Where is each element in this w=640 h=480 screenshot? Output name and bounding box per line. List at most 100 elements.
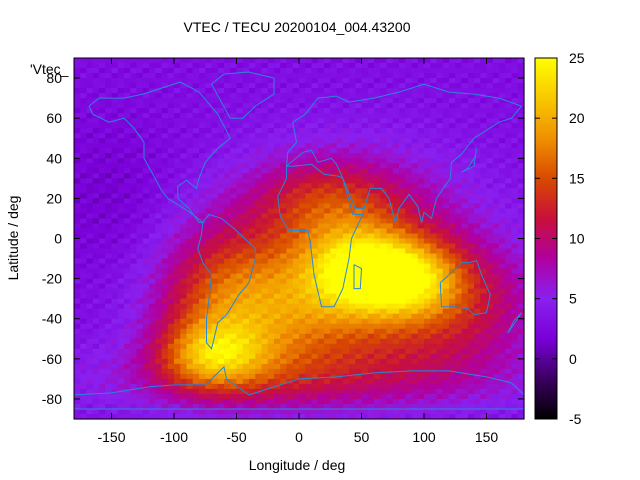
- heatmap-cell: [374, 238, 381, 245]
- heatmap-cell: [436, 373, 444, 380]
- heatmap-cell: [130, 313, 138, 320]
- heatmap-cell: [305, 378, 313, 385]
- heatmap-cell: [342, 173, 350, 179]
- heatmap-cell: [74, 128, 81, 134]
- heatmap-cell: [499, 358, 506, 365]
- heatmap-cell: [174, 233, 181, 240]
- heatmap-cell: [149, 283, 156, 290]
- heatmap-cell: [111, 173, 119, 179]
- heatmap-cell: [430, 298, 438, 305]
- heatmap-cell: [430, 313, 438, 320]
- heatmap-cell: [236, 228, 244, 235]
- heatmap-cell: [186, 213, 194, 220]
- heatmap-cell: [280, 348, 288, 355]
- heatmap-cell: [161, 333, 169, 340]
- heatmap-cell: [480, 103, 488, 109]
- heatmap-cell: [117, 213, 125, 220]
- heatmap-cell: [355, 373, 363, 380]
- heatmap-cell: [161, 243, 169, 250]
- heatmap-cell: [261, 283, 269, 290]
- heatmap-cell: [499, 248, 506, 255]
- heatmap-cell: [342, 323, 350, 330]
- heatmap-cell: [167, 363, 175, 370]
- heatmap-cell: [267, 333, 275, 340]
- heatmap-cell: [449, 393, 456, 400]
- heatmap-cell: [511, 113, 519, 119]
- heatmap-cell: [424, 223, 431, 230]
- heatmap-cell: [511, 163, 519, 169]
- heatmap-cell: [255, 198, 263, 204]
- heatmap-cell: [467, 253, 475, 260]
- heatmap-cell: [330, 223, 338, 230]
- heatmap-cell: [336, 133, 344, 139]
- heatmap-cell: [442, 253, 450, 260]
- heatmap-cell: [155, 108, 163, 114]
- heatmap-cell: [186, 328, 194, 335]
- heatmap-cell: [455, 223, 463, 230]
- heatmap-cell: [105, 113, 113, 119]
- heatmap-cell: [86, 403, 94, 410]
- heatmap-cell: [461, 148, 469, 154]
- heatmap-cell: [86, 208, 94, 215]
- heatmap-cell: [480, 143, 488, 149]
- heatmap-cell: [255, 188, 263, 194]
- heatmap-cell: [274, 203, 281, 210]
- heatmap-cell: [136, 123, 144, 129]
- heatmap-cell: [86, 268, 94, 275]
- heatmap-cell: [167, 283, 175, 290]
- heatmap-cell: [449, 73, 456, 79]
- heatmap-cell: [105, 203, 113, 210]
- heatmap-cell: [424, 263, 431, 270]
- heatmap-cell: [167, 158, 175, 164]
- heatmap-cell: [505, 338, 513, 345]
- heatmap-cell: [411, 63, 419, 69]
- heatmap-cell: [305, 193, 313, 199]
- heatmap-cell: [499, 388, 506, 395]
- heatmap-cell: [499, 93, 506, 99]
- heatmap-cell: [386, 268, 394, 275]
- heatmap-cell: [267, 373, 275, 380]
- heatmap-cell: [180, 388, 188, 395]
- heatmap-cell: [192, 83, 200, 89]
- heatmap-cell: [374, 228, 381, 235]
- heatmap-cell: [205, 313, 213, 320]
- heatmap-cell: [349, 333, 356, 340]
- heatmap-cell: [474, 98, 481, 104]
- heatmap-cell: [286, 123, 294, 129]
- heatmap-cell: [192, 313, 200, 320]
- heatmap-cell: [192, 298, 200, 305]
- heatmap-cell: [217, 193, 225, 199]
- heatmap-cell: [211, 103, 219, 109]
- heatmap-cell: [99, 103, 106, 109]
- heatmap-cell: [192, 308, 200, 315]
- heatmap-cell: [355, 308, 363, 315]
- heatmap-cell: [174, 173, 181, 179]
- heatmap-cell: [224, 243, 231, 250]
- heatmap-cell: [499, 148, 506, 154]
- heatmap-cell: [442, 203, 450, 210]
- heatmap-cell: [174, 248, 181, 255]
- heatmap-cell: [399, 68, 406, 74]
- heatmap-cell: [299, 263, 306, 270]
- heatmap-cell: [155, 253, 163, 260]
- heatmap-cell: [499, 193, 506, 199]
- heatmap-cell: [80, 98, 88, 104]
- heatmap-cell: [374, 293, 381, 300]
- heatmap-cell: [161, 398, 169, 405]
- heatmap-cell: [480, 263, 488, 270]
- heatmap-cell: [149, 328, 156, 335]
- heatmap-cell: [280, 193, 288, 199]
- heatmap-cell: [361, 128, 369, 134]
- heatmap-cell: [480, 248, 488, 255]
- heatmap-cell: [499, 273, 506, 280]
- heatmap-cell: [286, 228, 294, 235]
- heatmap-cell: [311, 98, 319, 104]
- heatmap-cell: [130, 368, 138, 375]
- heatmap-cell: [242, 378, 250, 385]
- heatmap-cell: [161, 328, 169, 335]
- heatmap-cell: [499, 73, 506, 79]
- heatmap-cell: [324, 138, 331, 144]
- heatmap-cell: [92, 193, 100, 199]
- heatmap-cell: [180, 193, 188, 199]
- heatmap-cell: [136, 188, 144, 194]
